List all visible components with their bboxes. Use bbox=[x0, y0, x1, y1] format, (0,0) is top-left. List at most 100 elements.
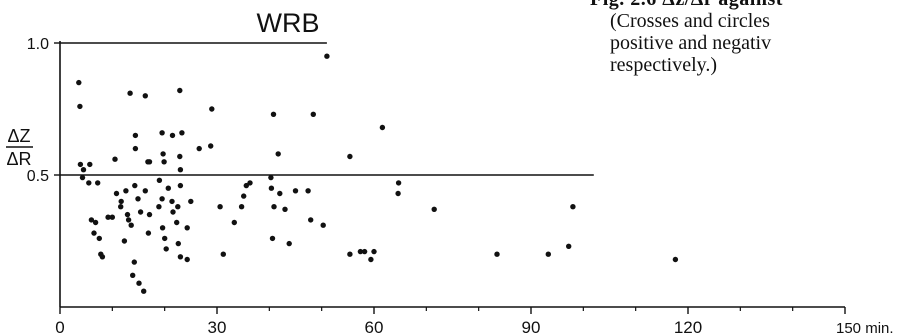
y-axis-label-denominator: ΔR bbox=[6, 149, 31, 169]
data-point bbox=[91, 230, 97, 236]
data-point bbox=[124, 211, 131, 218]
data-point bbox=[142, 188, 148, 194]
data-point bbox=[87, 161, 93, 168]
data-point bbox=[177, 153, 183, 160]
data-point bbox=[130, 272, 136, 278]
data-point bbox=[395, 190, 401, 197]
data-point bbox=[132, 145, 139, 152]
data-point bbox=[79, 174, 86, 181]
data-point bbox=[217, 204, 223, 210]
data-point bbox=[95, 180, 101, 186]
data-point bbox=[368, 256, 374, 263]
x-tick-label: 0 bbox=[55, 318, 64, 335]
data-point bbox=[277, 190, 283, 197]
caption-line: Fig. 2.6 Δz/Δr against bbox=[590, 0, 900, 10]
data-point bbox=[324, 53, 330, 59]
data-point bbox=[146, 211, 153, 218]
data-point bbox=[494, 251, 500, 257]
data-point bbox=[184, 256, 190, 263]
data-point bbox=[163, 246, 169, 252]
data-point bbox=[308, 217, 314, 223]
data-point bbox=[196, 145, 202, 152]
data-point bbox=[361, 248, 368, 255]
data-point bbox=[92, 219, 99, 226]
data-point bbox=[357, 248, 364, 255]
data-point bbox=[156, 204, 162, 210]
data-point bbox=[209, 106, 215, 112]
data-point bbox=[268, 174, 274, 181]
data-point bbox=[161, 159, 167, 165]
data-point bbox=[268, 185, 275, 191]
data-point bbox=[165, 185, 171, 191]
data-point bbox=[177, 167, 184, 173]
data-point bbox=[220, 251, 226, 257]
data-point bbox=[672, 256, 679, 263]
data-point bbox=[118, 198, 124, 205]
data-point bbox=[141, 288, 147, 294]
data-point bbox=[132, 182, 138, 189]
data-point bbox=[241, 193, 247, 199]
data-point bbox=[96, 235, 103, 242]
data-point bbox=[159, 225, 166, 231]
data-point bbox=[282, 206, 288, 212]
data-point bbox=[88, 217, 95, 223]
data-point bbox=[128, 222, 134, 228]
data-point bbox=[160, 151, 166, 157]
reference-lines bbox=[60, 42, 594, 176]
data-point bbox=[112, 156, 118, 162]
data-points bbox=[76, 53, 679, 294]
figure-caption: Fig. 2.6 Δz/Δr against (Crosses and circ… bbox=[590, 0, 900, 110]
labels: 0 30 60 90 120 150 min. 0.5 1.0 WRB ΔZ ΔR bbox=[6, 8, 894, 335]
data-point bbox=[347, 251, 353, 257]
data-point bbox=[132, 132, 139, 139]
data-point bbox=[238, 204, 245, 210]
data-point bbox=[170, 209, 176, 215]
data-point bbox=[77, 103, 83, 110]
x-tick-label: 30 bbox=[208, 318, 227, 335]
data-point bbox=[125, 217, 132, 223]
data-point bbox=[159, 130, 165, 136]
data-point bbox=[286, 240, 292, 247]
data-point bbox=[243, 182, 249, 189]
data-point bbox=[320, 222, 326, 228]
data-point bbox=[395, 180, 402, 186]
data-point bbox=[118, 204, 124, 210]
data-point bbox=[177, 182, 184, 189]
data-point bbox=[146, 159, 153, 165]
caption-line: (Crosses and circles bbox=[610, 10, 770, 32]
data-point bbox=[162, 235, 168, 242]
data-point bbox=[269, 235, 276, 242]
data-point bbox=[177, 87, 183, 94]
data-point bbox=[76, 79, 82, 86]
caption-line: respectively.) bbox=[610, 54, 717, 76]
data-point bbox=[431, 206, 437, 212]
data-point bbox=[137, 209, 144, 215]
y-tick-label: 0.5 bbox=[27, 168, 49, 185]
data-point bbox=[174, 219, 180, 226]
data-point bbox=[80, 167, 87, 173]
data-point bbox=[179, 130, 185, 136]
data-point bbox=[131, 259, 137, 265]
data-point bbox=[545, 251, 551, 257]
x-tick-label: 90 bbox=[522, 318, 541, 335]
x-tick-label: 60 bbox=[365, 318, 384, 335]
data-point bbox=[177, 254, 184, 260]
data-point bbox=[305, 188, 311, 194]
caption-line: positive and negativ bbox=[610, 32, 772, 54]
data-point bbox=[347, 153, 353, 160]
data-point bbox=[142, 93, 148, 99]
data-point bbox=[109, 214, 116, 220]
data-point bbox=[136, 280, 142, 286]
data-point bbox=[270, 111, 277, 118]
data-point bbox=[310, 111, 316, 118]
data-point bbox=[184, 225, 190, 231]
data-point bbox=[86, 180, 92, 186]
x-tick-label: 120 bbox=[674, 318, 702, 335]
data-point bbox=[156, 177, 163, 183]
data-point bbox=[247, 180, 253, 186]
data-point bbox=[127, 90, 133, 96]
data-point bbox=[77, 161, 84, 168]
data-point bbox=[292, 188, 299, 194]
data-point bbox=[159, 196, 165, 202]
